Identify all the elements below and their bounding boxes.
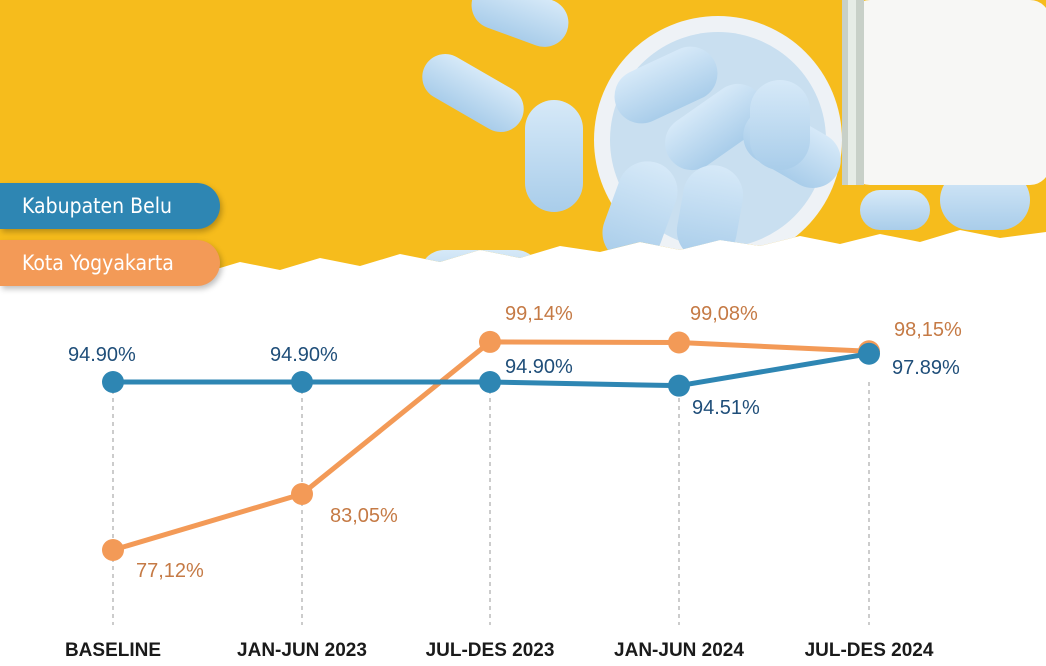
value-label-s1-1: 94.90% [270,344,338,366]
x-tick-label-0: BASELINE [65,640,161,661]
value-label-s2-3: 99,08% [690,303,758,325]
pill-shape [860,190,930,230]
pill-shape [525,100,583,212]
x-tick-label-2: JUL-DES 2023 [426,640,555,661]
data-point-s1-3 [668,374,690,397]
x-tick-label-1: JAN-JUN 2023 [237,640,367,661]
data-point-s2-1 [291,482,313,505]
value-label-s2-2: 99,14% [505,303,573,325]
pill-shape [422,54,524,132]
pill-shape [665,83,765,171]
data-point-s1-2 [479,371,501,393]
data-point-s1-0 [102,371,124,393]
pill-shape [602,161,678,263]
x-tick-label-3: JAN-JUN 2024 [614,640,744,661]
data-point-s1-1 [291,371,313,393]
pill-bottle [850,0,1046,185]
data-point-s2-0 [102,539,124,562]
legend-series-yogyakarta: Kota Yogyakarta [0,240,220,286]
pill-shape [676,165,744,261]
data-point-s1-4 [858,342,880,365]
pill-shape [614,46,718,124]
pill-shape [750,80,810,170]
value-label-s1-2: 94.90% [505,356,573,378]
value-label-s1-4: 97.89% [892,357,960,379]
legend-label-belu: Kabupaten Belu [22,194,172,218]
value-label-s2-4: 98,15% [894,319,962,341]
data-point-s2-3 [668,331,690,354]
data-point-s2-2 [479,330,501,353]
legend-series-belu: Kabupaten Belu [0,183,220,229]
value-label-s1-3: 94.51% [692,397,760,419]
value-label-s1-0: 94.90% [68,344,136,366]
pill-shape [471,0,569,47]
x-tick-label-4: JUL-DES 2024 [805,640,934,661]
value-label-s2-1: 83,05% [330,505,398,527]
value-label-s2-0: 77,12% [136,560,204,582]
legend-label-yogyakarta: Kota Yogyakarta [22,251,174,275]
